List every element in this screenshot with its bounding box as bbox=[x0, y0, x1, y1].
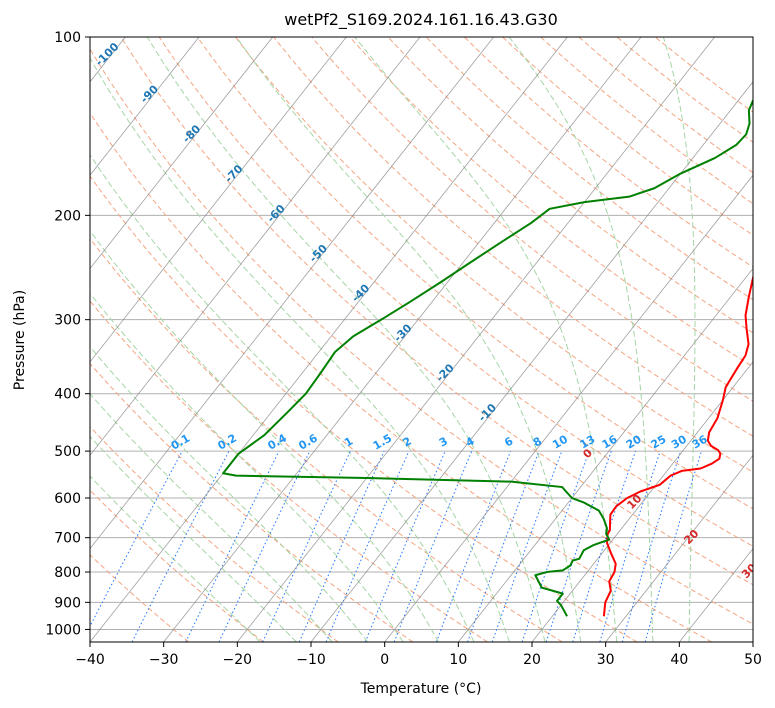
mixing-ratio-line bbox=[298, 450, 385, 642]
pressure-grid bbox=[90, 37, 753, 630]
isotherm-line bbox=[531, 361, 753, 642]
mixing-ratio-line bbox=[644, 450, 703, 642]
dry-adiabat-line bbox=[90, 362, 414, 642]
isotherm-line bbox=[163, 37, 642, 642]
dry-adiabat-line bbox=[616, 37, 753, 143]
x-tick-label: 0 bbox=[380, 652, 389, 668]
x-tick-label: −20 bbox=[223, 652, 253, 668]
dry-adiabat-line bbox=[425, 37, 753, 301]
isotherm-line bbox=[237, 37, 716, 642]
y-tick-label: 500 bbox=[54, 444, 81, 460]
mixing-ratio-line bbox=[325, 450, 410, 642]
moist-adiabat-line bbox=[662, 37, 696, 642]
isotherm-line bbox=[90, 37, 495, 550]
dry-adiabat-line bbox=[120, 37, 753, 586]
moist-adiabat-line bbox=[90, 229, 439, 642]
mixing-ratio-line bbox=[218, 450, 311, 642]
isotherm-line bbox=[310, 81, 753, 642]
x-axis-label: Temperature (°C) bbox=[360, 681, 482, 697]
y-tick-label: 700 bbox=[54, 531, 81, 547]
x-tick-label: −40 bbox=[75, 652, 105, 668]
y-axis-label: Pressure (hPa) bbox=[12, 290, 28, 390]
y-tick-label: 300 bbox=[54, 313, 81, 329]
chart-title: wetPf2_S169.2024.161.16.43.G30 bbox=[284, 10, 558, 30]
isotherm-line bbox=[90, 37, 200, 176]
y-tick-label: 600 bbox=[54, 491, 81, 507]
moist-adiabat-line bbox=[90, 393, 333, 642]
mixing-ratio-line bbox=[262, 450, 351, 642]
isotherm-line bbox=[458, 267, 753, 642]
dry-adiabat-line bbox=[578, 37, 753, 174]
mixing-ratio-line bbox=[621, 450, 682, 642]
x-tick-label: −10 bbox=[296, 652, 326, 668]
dry-adiabat-line bbox=[90, 425, 339, 642]
mixing-ratio-line bbox=[491, 450, 563, 642]
dry-adiabat-line bbox=[349, 37, 753, 368]
isotherm-line bbox=[605, 454, 753, 642]
mixing-ratio-line bbox=[521, 450, 590, 642]
y-axis-ticks: 100 200 300 400 500 600 700 800 900 1000 bbox=[45, 30, 90, 638]
mixing-ratio-line bbox=[185, 450, 280, 642]
x-tick-label: 10 bbox=[449, 652, 467, 668]
y-tick-label: 200 bbox=[54, 208, 81, 224]
dry-adiabat-line bbox=[90, 48, 753, 625]
dry-adiabat-line bbox=[158, 37, 753, 547]
dry-adiabat-line bbox=[90, 237, 563, 642]
sounding-series bbox=[222, 99, 753, 617]
moist-adiabat-line bbox=[90, 56, 510, 642]
mixing-ratio-line bbox=[364, 450, 446, 642]
x-tick-label: 20 bbox=[523, 652, 541, 668]
moist-adiabat-line bbox=[508, 37, 654, 642]
moist-adiabat-line bbox=[146, 37, 546, 642]
temperature-profile-line bbox=[602, 274, 753, 617]
plot-area: 0.1 0.2 0.4 0.6 1 1.5 2 3 4 6 8 10 13 16 20 25 30 36-100-… bbox=[90, 37, 753, 642]
y-tick-label: 400 bbox=[54, 387, 81, 403]
isotherm-line bbox=[90, 37, 347, 363]
moist-adiabat-line bbox=[90, 435, 297, 642]
y-tick-label: 100 bbox=[54, 30, 81, 46]
x-tick-label: 40 bbox=[670, 652, 688, 668]
dry-adiabats bbox=[90, 37, 753, 642]
dry-adiabat-line bbox=[90, 300, 488, 642]
moist-adiabat-line bbox=[90, 153, 475, 642]
isotherm-line bbox=[90, 37, 568, 642]
x-tick-label: 30 bbox=[597, 652, 615, 668]
mixing-ratio-lines bbox=[90, 450, 703, 642]
isotherm-line bbox=[90, 37, 274, 270]
moist-adiabat-line bbox=[90, 475, 261, 642]
dry-adiabat-line bbox=[273, 37, 753, 437]
dry-adiabat-line bbox=[502, 37, 753, 236]
plot-frame bbox=[89, 36, 754, 643]
dewpoint-profile-line bbox=[222, 99, 753, 617]
x-tick-label: −30 bbox=[149, 652, 179, 668]
moist-adiabat-line bbox=[90, 292, 404, 642]
isotherm-line bbox=[90, 37, 421, 456]
x-tick-label: 50 bbox=[744, 652, 762, 668]
dry-adiabat-line bbox=[90, 112, 712, 642]
mixing-ratio-line bbox=[572, 450, 637, 642]
x-axis-ticks: −40 −30 −20 −10 0 10 20 30 40 50 bbox=[75, 642, 762, 668]
isotherms bbox=[90, 37, 753, 642]
isotherm-line bbox=[384, 174, 753, 642]
dry-adiabat-line bbox=[90, 175, 638, 642]
moist-adiabat-line bbox=[354, 37, 618, 642]
y-tick-label: 800 bbox=[54, 565, 81, 581]
y-tick-label: 1000 bbox=[45, 622, 81, 638]
mixing-ratio-line bbox=[599, 450, 661, 642]
y-tick-label: 900 bbox=[54, 595, 81, 611]
dry-adiabat-line bbox=[235, 37, 753, 473]
